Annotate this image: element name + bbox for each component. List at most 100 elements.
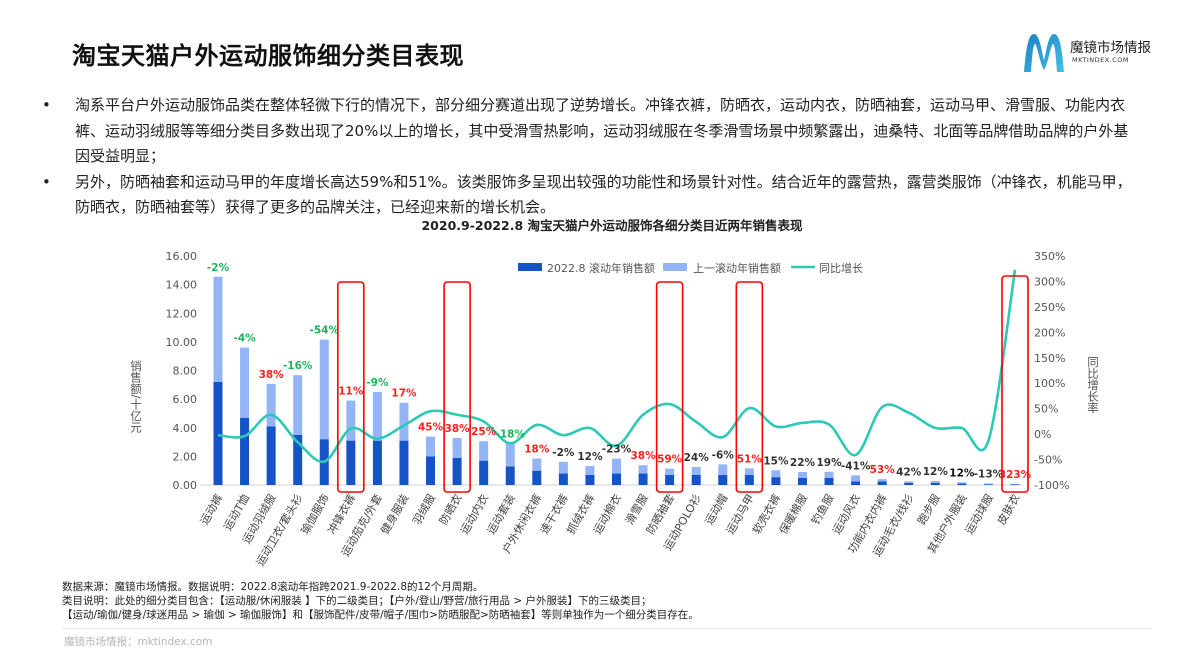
note-line: 类目说明：此处的细分类目包含：【运动服/休闲服装 】下的二级类目；【户外/登山/…	[62, 595, 652, 607]
bar-current	[372, 440, 382, 485]
data-label: 42%	[896, 466, 922, 478]
y2-axis-title: 同比增长率	[1086, 356, 1100, 414]
bar-previous	[877, 479, 887, 482]
bar-previous	[904, 481, 914, 483]
bar-current	[930, 482, 940, 485]
note-line: 【运动/瑜伽/健身/球迷用品 > 瑜伽 > 瑜伽服饰】和【服饰配件/皮带/帽子/…	[62, 609, 699, 621]
bar-current	[426, 456, 436, 485]
bar-previous	[824, 471, 834, 478]
footer-source: 魔镜市场情报：mktindex.com	[64, 636, 213, 648]
bar-previous	[718, 464, 728, 475]
bar-previous	[505, 443, 515, 467]
highlight-box	[337, 281, 365, 493]
x-tick-label: 跑步服	[914, 492, 943, 528]
highlight-box	[735, 281, 764, 493]
y-tick-label: 0.00	[173, 479, 198, 492]
bar-previous	[266, 383, 276, 427]
bar-previous	[744, 468, 754, 475]
bar-current	[452, 457, 462, 485]
highlight-box	[443, 281, 471, 493]
data-label: -4%	[233, 333, 256, 345]
bullet-item: 淘系平台户外运动服饰品类在整体轻微下行的情况下，部分细分赛道出现了逆势增长。冲锋…	[40, 93, 1140, 170]
bar-current	[744, 474, 754, 485]
bar-previous	[372, 391, 382, 441]
x-tick-label: 皮肤衣	[994, 492, 1023, 528]
data-label: 12%	[923, 466, 949, 478]
y-tick-label: 8.00	[173, 365, 198, 378]
chart-notes: 数据来源：魔镜市场情报。数据说明：2022.8滚动年指跨2021.9-2022.…	[62, 580, 699, 622]
bar-current	[585, 474, 595, 485]
bar-current	[558, 473, 568, 485]
bar-previous	[930, 480, 940, 483]
highlight-box	[655, 281, 684, 493]
data-label: 45%	[418, 422, 444, 434]
bar-current	[665, 474, 675, 485]
y-tick-label: 14.00	[166, 279, 198, 292]
bar-previous	[612, 458, 621, 474]
y2-tick-label: 50%	[1034, 403, 1058, 416]
data-label: 22%	[790, 457, 816, 469]
data-label: -54%	[310, 325, 340, 337]
data-label: -18%	[495, 429, 525, 441]
data-label: 18%	[524, 444, 550, 456]
y-tick-label: 6.00	[173, 393, 198, 406]
y-tick-label: 12.00	[166, 307, 198, 320]
y2-tick-label: 250%	[1034, 301, 1065, 314]
y2-tick-label: -100%	[1034, 479, 1069, 492]
data-label: 53%	[870, 464, 896, 476]
bullet-item: 另外，防晒袖套和运动马甲的年度增长高达59%和51%。该类服饰多呈现出较强的功能…	[40, 170, 1140, 221]
bar-previous	[319, 339, 329, 440]
bar-previous	[479, 441, 489, 461]
highlight-box	[1001, 275, 1029, 493]
bar-previous	[452, 438, 462, 458]
bar-current	[851, 481, 861, 485]
logo-m-icon	[1024, 34, 1064, 72]
note-line: 数据来源：魔镜市场情报。数据说明：2022.8滚动年指跨2021.9-2022.…	[62, 581, 484, 593]
legend-label: 上一滚动年销售额	[693, 261, 781, 275]
bar-current	[266, 426, 276, 485]
bar-previous	[293, 375, 303, 435]
bar-current	[824, 477, 834, 485]
summary-bullets: 淘系平台户外运动服饰品类在整体轻微下行的情况下，部分细分赛道出现了逆势增长。冲锋…	[40, 93, 1140, 221]
legend-swatch-previous	[663, 263, 687, 271]
x-tick-label: 防晒衣	[436, 492, 465, 528]
data-label: 11%	[338, 386, 364, 398]
y2-tick-label: 200%	[1034, 326, 1065, 339]
y2-tick-label: 100%	[1034, 377, 1065, 390]
logo-url-text: MKTINDEX.COM	[1072, 56, 1130, 64]
bar-current	[532, 470, 542, 485]
bar-current	[346, 440, 356, 485]
logo: 魔镜市场情报 MKTINDEX.COM	[1022, 30, 1172, 74]
legend-swatch-current	[518, 263, 542, 271]
x-tick-label: 滑雪服	[623, 492, 651, 527]
bar-previous	[558, 461, 568, 474]
bar-current	[691, 474, 701, 485]
data-label: 51%	[737, 453, 763, 465]
data-label: 12%	[577, 451, 603, 463]
bar-previous	[399, 402, 409, 441]
footer-divider	[62, 628, 1152, 629]
x-tick-label: 运动裤	[197, 492, 226, 528]
bar-previous	[213, 276, 223, 382]
bar-previous	[983, 483, 993, 485]
bar-previous	[426, 436, 436, 457]
y-tick-label: 10.00	[166, 336, 198, 349]
y-tick-label: 16.00	[166, 250, 198, 263]
bar-previous	[346, 400, 356, 441]
bar-current	[638, 473, 648, 485]
bar-previous	[771, 470, 781, 478]
data-label: -2%	[552, 447, 575, 459]
data-label: 38%	[259, 369, 285, 381]
bar-current	[293, 434, 303, 485]
bar-current	[612, 473, 621, 485]
bar-previous	[585, 465, 595, 475]
bar-previous	[532, 458, 542, 471]
bar-previous	[797, 471, 807, 478]
bar-previous	[638, 465, 648, 474]
bar-current	[957, 483, 967, 485]
chart-title: 2020.9-2022.8 淘宝天猫户外运动服饰各细分类目近两年销售表现	[421, 218, 803, 233]
growth-line	[217, 269, 1017, 464]
y-tick-label: 2.00	[173, 450, 198, 463]
data-label: -41%	[841, 460, 871, 472]
